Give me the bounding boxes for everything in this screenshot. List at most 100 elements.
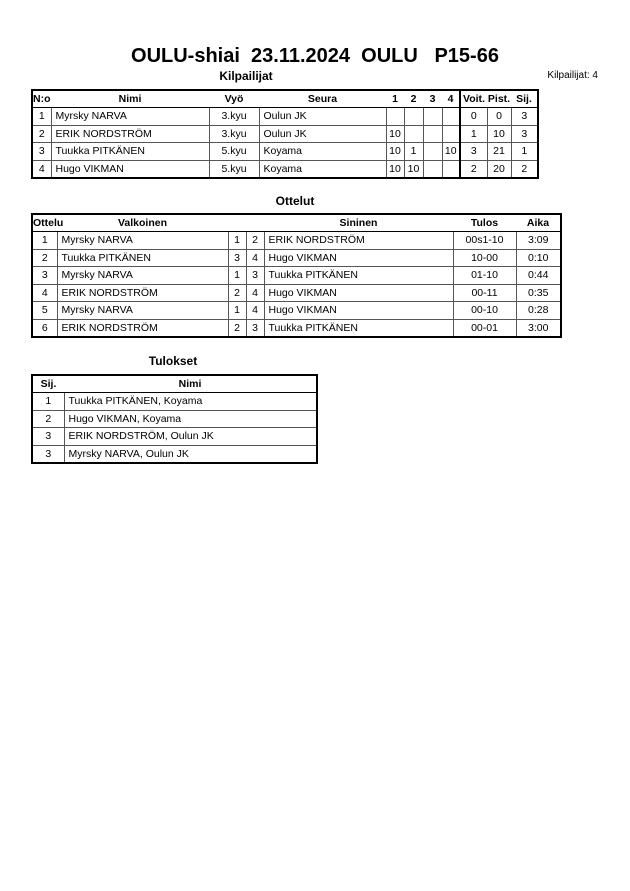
column-header: Sij. <box>511 90 538 108</box>
table-cell: 4 <box>31 283 58 302</box>
table-cell: 3 <box>245 318 265 338</box>
table-cell: Myrsky NARVA <box>56 301 229 320</box>
table-cell: 3 <box>245 266 265 285</box>
table-cell <box>441 124 461 143</box>
matches-heading: Ottelut <box>275 194 315 208</box>
table-cell <box>385 107 405 126</box>
matches-table: Ottelu Valkoinen Sininen Tulos Aika 1 Myrsky N… <box>31 213 562 338</box>
table-cell: Oulun JK <box>258 107 387 126</box>
table-row: 4 Hugo VIKMAN 5.kyu Koyama 10 10 2 20 2 <box>31 159 539 179</box>
table-cell <box>422 142 443 161</box>
table-cell: 0:10 <box>515 248 562 267</box>
competitors-heading: Kilpailijat <box>219 69 273 83</box>
column-header: Pist. <box>487 90 511 108</box>
table-cell: 3.kyu <box>208 124 260 143</box>
column-header: 2 <box>404 90 423 108</box>
table-cell: 0 <box>486 107 512 126</box>
table-cell: Myrsky NARVA <box>56 231 229 250</box>
table-cell: 4 <box>245 301 265 320</box>
table-cell: 21 <box>486 142 512 161</box>
table-cell: 3:00 <box>515 318 562 338</box>
table-cell: ERIK NORDSTRÖM <box>56 318 229 338</box>
table-cell <box>422 107 443 126</box>
table-cell: 3 <box>459 142 488 161</box>
table-row: 1 Tuukka PITKÄNEN, Koyama <box>31 392 318 411</box>
table-cell: 01-10 <box>452 266 517 285</box>
table-cell: Tuukka PITKÄNEN <box>263 266 454 285</box>
table-cell: 10 <box>385 142 405 161</box>
table-cell: Myrsky NARVA <box>50 107 210 126</box>
table-cell: 4 <box>245 248 265 267</box>
table-cell: 2 <box>510 159 539 179</box>
table-cell: 3 <box>31 427 65 446</box>
table-cell: Koyama <box>258 159 387 179</box>
table-cell <box>422 124 443 143</box>
table-cell: 0:35 <box>515 283 562 302</box>
table-row: 1 Myrsky NARVA 3.kyu Oulun JK 0 0 3 <box>31 107 539 126</box>
column-header: 3 <box>423 90 442 108</box>
table-cell: Myrsky NARVA <box>56 266 229 285</box>
table-cell: 1 <box>403 142 424 161</box>
table-cell: 1 <box>510 142 539 161</box>
table-cell: ERIK NORDSTRÖM <box>56 283 229 302</box>
table-cell: 3 <box>31 142 52 161</box>
column-header: Vyö <box>209 90 259 108</box>
table-cell: 3 <box>510 124 539 143</box>
table-cell: 2 <box>31 124 52 143</box>
table-cell: Hugo VIKMAN <box>263 301 454 320</box>
table-cell: ERIK NORDSTRÖM <box>50 124 210 143</box>
results-heading: Tulokset <box>148 354 198 368</box>
table-cell: 3 <box>31 266 58 285</box>
table-cell <box>403 107 424 126</box>
table-row: 3 Myrsky NARVA, Oulun JK <box>31 444 318 464</box>
table-cell: 00-11 <box>452 283 517 302</box>
results-table: Sij. Nimi 1 Tuukka PITKÄNEN, Koyama 2 Hugo VI… <box>31 374 318 464</box>
column-header: Tulos <box>453 214 516 232</box>
table-row: 3 ERIK NORDSTRÖM, Oulun JK <box>31 427 318 446</box>
table-cell: 00s1-10 <box>452 231 517 250</box>
table-cell: Hugo VIKMAN, Koyama <box>63 409 318 428</box>
table-row: 2 Hugo VIKMAN, Koyama <box>31 409 318 428</box>
table-cell: 10 <box>486 124 512 143</box>
table-cell: 2 <box>245 231 265 250</box>
table-cell: Oulun JK <box>258 124 387 143</box>
competitors-count: Kilpailijat: 4 <box>547 70 598 81</box>
table-cell: 1 <box>227 266 247 285</box>
table-row: 4 ERIK NORDSTRÖM 2 4 Hugo VIKMAN 00-11 0:35 <box>31 283 562 302</box>
table-row: 3 Tuukka PITKÄNEN 5.kyu Koyama 10 1 10 3 21 1 <box>31 142 539 161</box>
table-cell: 2 <box>227 318 247 338</box>
column-header: Aika <box>516 214 561 232</box>
table-cell: 3 <box>510 107 539 126</box>
table-cell: 3 <box>31 444 65 464</box>
table-cell: 5.kyu <box>208 159 260 179</box>
table-cell: 2 <box>227 283 247 302</box>
table-cell: Tuukka PITKÄNEN <box>50 142 210 161</box>
column-header: Sij. <box>32 375 64 393</box>
competitors-table: N:o Nimi Vyö Seura 1 2 3 4 Voit. Pist. Sij. 1 Myrsky… <box>31 89 539 179</box>
table-cell: 10 <box>441 142 461 161</box>
table-row: 3 Myrsky NARVA 1 3 Tuukka PITKÄNEN 01-10 0:44 <box>31 266 562 285</box>
table-cell: Tuukka PITKÄNEN, Koyama <box>63 392 318 411</box>
column-header <box>246 214 264 232</box>
table-cell: 00-10 <box>452 301 517 320</box>
table-row: 2 ERIK NORDSTRÖM 3.kyu Oulun JK 10 1 10 3 <box>31 124 539 143</box>
header-row: Sij. Nimi <box>32 375 317 393</box>
column-header: Ottelu <box>32 214 63 232</box>
table-cell: Koyama <box>258 142 387 161</box>
table-row: 6 ERIK NORDSTRÖM 2 3 Tuukka PITKÄNEN 00-01 3:0… <box>31 318 562 338</box>
table-cell <box>441 107 461 126</box>
table-cell: 1 <box>31 231 58 250</box>
table-cell: 2 <box>31 409 65 428</box>
table-cell: 0:28 <box>515 301 562 320</box>
table-cell: 4 <box>245 283 265 302</box>
table-cell: 00-01 <box>452 318 517 338</box>
table-cell: 10 <box>385 124 405 143</box>
table-cell: 20 <box>486 159 512 179</box>
header-row: N:o Nimi Vyö Seura 1 2 3 4 Voit. Pist. Sij. <box>32 90 538 108</box>
column-header <box>228 214 246 232</box>
table-cell: 3.kyu <box>208 107 260 126</box>
table-cell: 2 <box>31 248 58 267</box>
column-header: N:o <box>32 90 51 108</box>
table-cell: 1 <box>31 392 65 411</box>
